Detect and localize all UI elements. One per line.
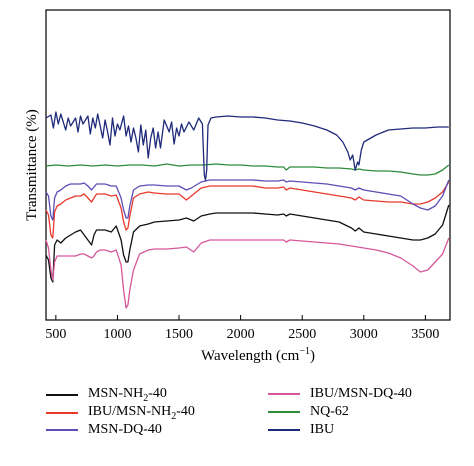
series-line-6 <box>45 111 449 181</box>
series-line-1 <box>45 204 450 283</box>
y-axis-label: Transmittance (%) <box>24 109 40 221</box>
x-tick-label: 3000 <box>350 327 378 342</box>
series-line-4 <box>45 237 450 309</box>
x-tick-label: 2000 <box>227 327 255 342</box>
x-axis-label: Wavelength (cm−1) <box>201 346 315 364</box>
x-tick-label: 2500 <box>288 327 316 342</box>
series-line-3 <box>45 179 450 221</box>
x-tick-label: 3500 <box>411 327 439 342</box>
x-tick-label: 1000 <box>103 327 131 342</box>
series-line-2 <box>45 181 450 239</box>
series-line-5 <box>45 163 450 176</box>
plot-area: 500 1000 1500 2000 2500 3000 3500 <box>45 9 451 342</box>
x-axis-ticks: 500 1000 1500 2000 2500 3000 3500 <box>45 315 439 342</box>
x-axis-label-superscript: −1 <box>299 346 310 357</box>
plot-frame <box>45 9 451 321</box>
series-layer <box>45 111 450 309</box>
x-tick-label: 500 <box>45 327 66 342</box>
x-tick-label: 1500 <box>165 327 193 342</box>
